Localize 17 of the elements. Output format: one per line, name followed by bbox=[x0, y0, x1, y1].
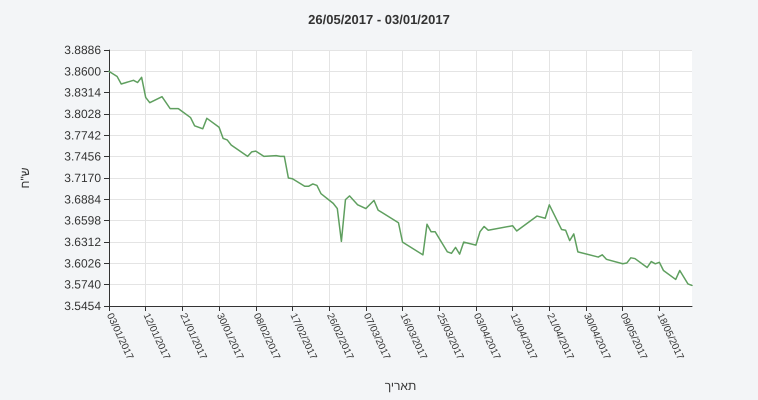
y-tick-label: 3.8886 bbox=[64, 43, 102, 57]
y-tick-label: 3.6312 bbox=[64, 235, 102, 249]
y-tick-label: 3.8314 bbox=[64, 86, 102, 100]
y-tick-label: 3.7742 bbox=[64, 128, 102, 142]
x-axis-title: תאריך bbox=[384, 379, 416, 393]
y-tick-label: 3.7456 bbox=[64, 150, 102, 164]
y-tick-label: 3.5454 bbox=[64, 299, 102, 313]
line-series bbox=[108, 70, 693, 286]
y-tick-label: 3.8600 bbox=[64, 64, 102, 78]
y-tick-label: 3.5740 bbox=[64, 278, 102, 292]
chart-title: 26/05/2017 - 03/01/2017 bbox=[308, 12, 450, 27]
y-axis-title: ש"ח bbox=[18, 167, 32, 188]
y-tick-label: 3.6598 bbox=[64, 214, 102, 228]
y-tick-label: 3.6884 bbox=[64, 192, 102, 206]
y-tick-label: 3.8028 bbox=[64, 107, 102, 121]
y-tick-label: 3.7170 bbox=[64, 171, 102, 185]
y-tick-label: 3.6026 bbox=[64, 256, 102, 270]
